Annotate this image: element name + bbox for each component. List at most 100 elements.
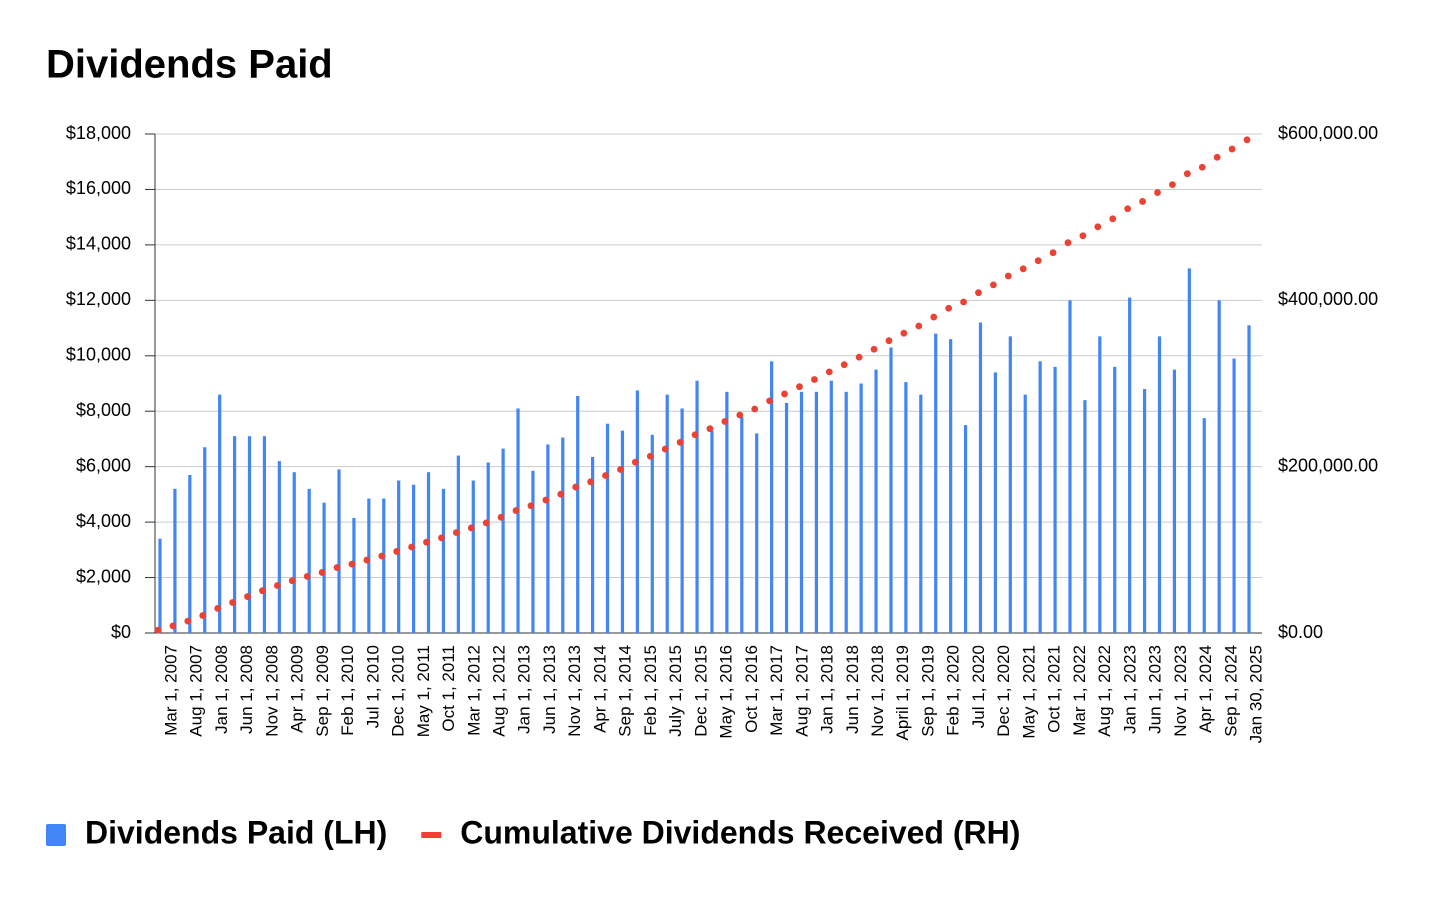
- bar: [919, 394, 923, 633]
- x-tick-label: Nov 1, 2008: [262, 645, 281, 737]
- x-tick-label: Oct 1, 2016: [742, 645, 761, 733]
- legend-swatch: [46, 824, 66, 846]
- bar: [695, 380, 699, 633]
- dot: [154, 626, 162, 634]
- bar: [829, 380, 833, 633]
- bar: [1142, 389, 1147, 633]
- bar: [382, 498, 386, 633]
- x-tick-label: Sep 1, 2019: [918, 645, 937, 737]
- x-tick-label: Mar 1, 2017: [767, 645, 786, 736]
- bar: [426, 472, 431, 633]
- dot: [244, 593, 251, 600]
- dot: [482, 519, 490, 527]
- x-tick-label: Apr 1, 2024: [1196, 645, 1215, 733]
- x-tick-label: Apr 1, 2009: [288, 645, 307, 733]
- x-tick-label: Apr 1, 2014: [590, 645, 609, 733]
- dot: [363, 556, 371, 564]
- dot: [840, 361, 848, 369]
- dot: [393, 548, 401, 555]
- bar: [963, 425, 968, 633]
- bar: [799, 391, 804, 633]
- dot: [1064, 239, 1072, 247]
- bar: [784, 402, 789, 633]
- bar: [1113, 366, 1117, 633]
- dot: [348, 560, 356, 568]
- bar: [292, 472, 296, 633]
- dot: [423, 538, 430, 546]
- x-tick-label: Oct 1, 2021: [1045, 645, 1064, 733]
- x-tick-label: Dec 1, 2015: [691, 645, 710, 737]
- dot: [214, 604, 222, 612]
- bar: [740, 416, 744, 633]
- dot: [1109, 215, 1117, 223]
- dot: [408, 543, 416, 551]
- x-tick-label: Aug 1, 2017: [792, 645, 811, 737]
- x-tick-label: Feb 1, 2020: [944, 645, 963, 736]
- y2-tick-label: $600,000.00: [1278, 123, 1378, 143]
- x-tick-label: Mar 1, 2012: [464, 645, 483, 736]
- bar: [531, 470, 535, 633]
- x-tick-label: Jun 1, 2018: [843, 645, 862, 734]
- x-tick-label: Jun 1, 2023: [1146, 645, 1165, 734]
- dot: [736, 411, 744, 419]
- bar: [486, 462, 490, 633]
- dot: [1019, 265, 1027, 273]
- x-tick-label: Jan 1, 2013: [515, 645, 534, 734]
- bar: [173, 488, 177, 633]
- dot: [184, 617, 192, 625]
- dot: [810, 376, 818, 383]
- x-tick-label: Sep 1, 2014: [616, 645, 635, 737]
- y2-tick-label: $200,000.00: [1278, 455, 1378, 475]
- dot: [721, 418, 729, 425]
- bar: [352, 517, 356, 633]
- dot: [229, 599, 236, 606]
- x-tick-label: Feb 1, 2015: [641, 645, 660, 736]
- bar: [904, 382, 908, 633]
- dot: [169, 622, 177, 630]
- dot: [512, 507, 520, 514]
- dot: [318, 569, 326, 576]
- bar: [516, 408, 520, 633]
- bar: [262, 436, 267, 633]
- bar: [441, 488, 446, 633]
- x-tick-label: Sep 1, 2009: [313, 645, 332, 737]
- dot: [497, 513, 505, 521]
- x-tick-label: Sep 1, 2024: [1221, 645, 1240, 737]
- bar: [456, 455, 460, 633]
- bar: [188, 474, 192, 633]
- x-tick-label: Dec 1, 2010: [389, 645, 408, 737]
- dot: [1154, 189, 1161, 196]
- bar: [1053, 366, 1057, 633]
- dot: [557, 490, 565, 498]
- x-tick-label: Jun 1, 2013: [540, 645, 559, 734]
- y-tick-label: $2,000: [76, 566, 131, 586]
- dot: [288, 577, 296, 585]
- dot: [1124, 205, 1132, 213]
- dot: [527, 502, 535, 510]
- bar: [397, 480, 401, 633]
- legend-label: Dividends Paid (LH): [85, 814, 387, 850]
- dot: [273, 582, 281, 589]
- bar: [232, 436, 237, 633]
- bar: [561, 437, 565, 633]
- bar: [814, 391, 818, 633]
- bar: [1128, 297, 1132, 633]
- x-tick-label: Jan 1, 2023: [1120, 645, 1139, 734]
- x-tick-label: Nov 1, 2013: [565, 645, 584, 737]
- y-tick-label: $10,000: [66, 345, 131, 365]
- bar: [993, 372, 997, 633]
- dot: [542, 496, 550, 504]
- bar: [605, 423, 610, 633]
- dot: [631, 458, 639, 466]
- chart-title: Dividends Paid: [46, 43, 333, 87]
- dot: [1004, 272, 1012, 280]
- bar: [1098, 336, 1102, 633]
- bar: [471, 480, 475, 633]
- dot: [1198, 163, 1206, 171]
- dot: [1228, 145, 1236, 153]
- dot: [1169, 181, 1176, 189]
- dot: [1094, 223, 1102, 231]
- bar: [277, 461, 281, 633]
- x-tick-label: May 1, 2021: [1019, 645, 1038, 739]
- x-tick-label: Jan 1, 2018: [818, 645, 837, 734]
